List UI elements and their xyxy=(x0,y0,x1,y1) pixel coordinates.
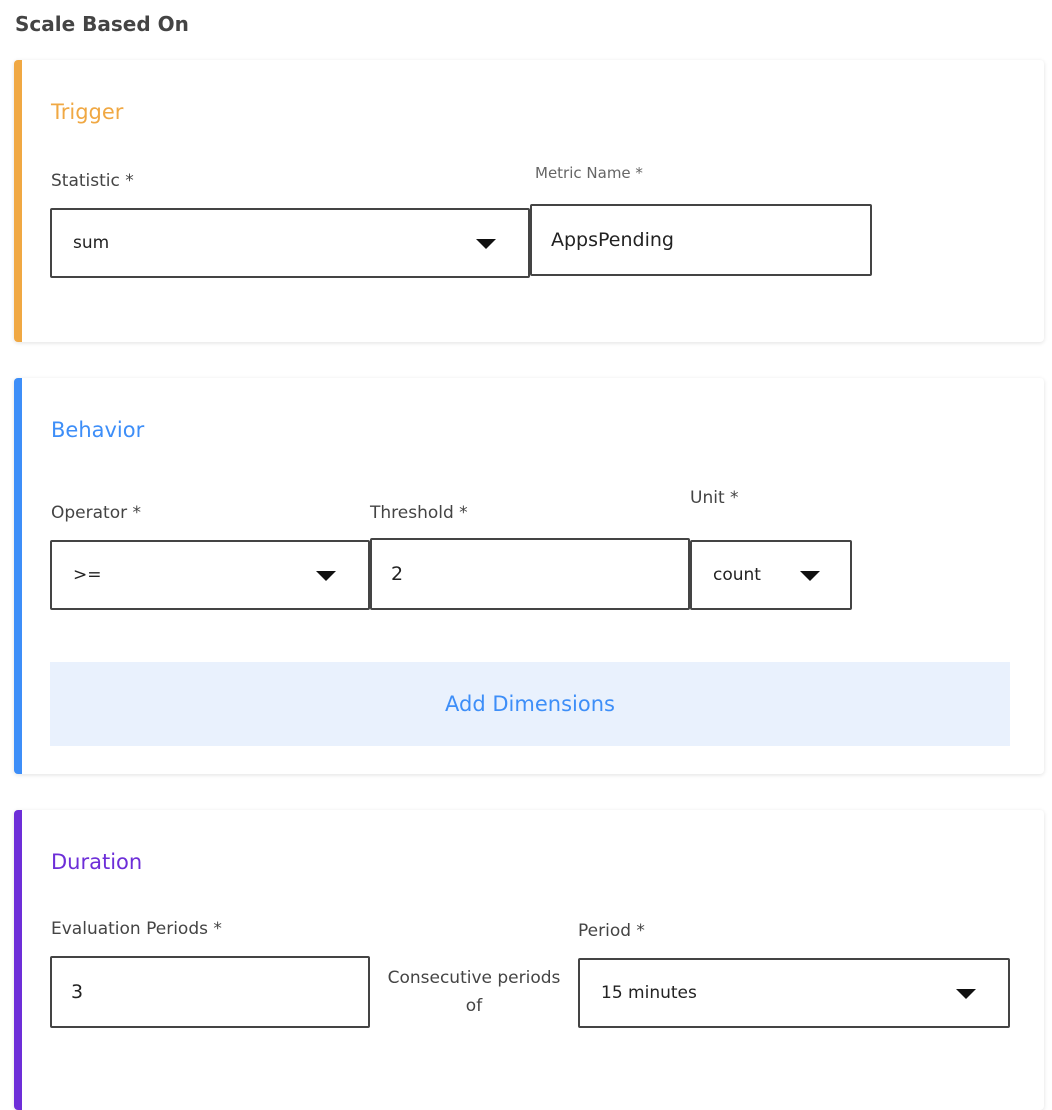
add-dimensions-button[interactable]: Add Dimensions xyxy=(50,662,1010,746)
behavior-title: Behavior xyxy=(51,418,145,442)
operator-label: Operator * xyxy=(51,503,141,523)
unit-value: count xyxy=(713,565,761,585)
metric-name-input[interactable]: AppsPending xyxy=(530,204,872,276)
consecutive-periods-text: Consecutive periods of xyxy=(387,968,561,1016)
trigger-title: Trigger xyxy=(51,100,124,124)
statistic-select[interactable]: sum xyxy=(50,208,530,278)
unit-label: Unit * xyxy=(690,488,739,508)
threshold-label: Threshold * xyxy=(370,503,468,523)
duration-title: Duration xyxy=(51,850,143,874)
threshold-input[interactable]: 2 xyxy=(370,538,690,610)
metric-name-label: Metric Name * xyxy=(535,164,643,182)
period-select[interactable]: 15 minutes xyxy=(578,958,1010,1028)
metric-name-value: AppsPending xyxy=(551,229,674,251)
caret-down-icon xyxy=(800,571,820,581)
unit-select[interactable]: count xyxy=(690,540,852,610)
evaluation-periods-input[interactable]: 3 xyxy=(50,956,370,1028)
statistic-label: Statistic * xyxy=(51,171,134,191)
caret-down-icon xyxy=(476,239,496,249)
period-label: Period * xyxy=(578,921,645,941)
statistic-value: sum xyxy=(73,233,110,253)
operator-select[interactable]: >= xyxy=(50,540,370,610)
threshold-value: 2 xyxy=(391,563,404,585)
caret-down-icon xyxy=(316,571,336,581)
trigger-card xyxy=(14,60,1044,342)
period-value: 15 minutes xyxy=(601,983,697,1003)
evaluation-periods-label: Evaluation Periods * xyxy=(51,919,222,939)
evaluation-periods-value: 3 xyxy=(71,981,84,1003)
operator-value: >= xyxy=(73,565,102,585)
caret-down-icon xyxy=(956,989,976,999)
section-title: Scale Based On xyxy=(15,12,189,36)
